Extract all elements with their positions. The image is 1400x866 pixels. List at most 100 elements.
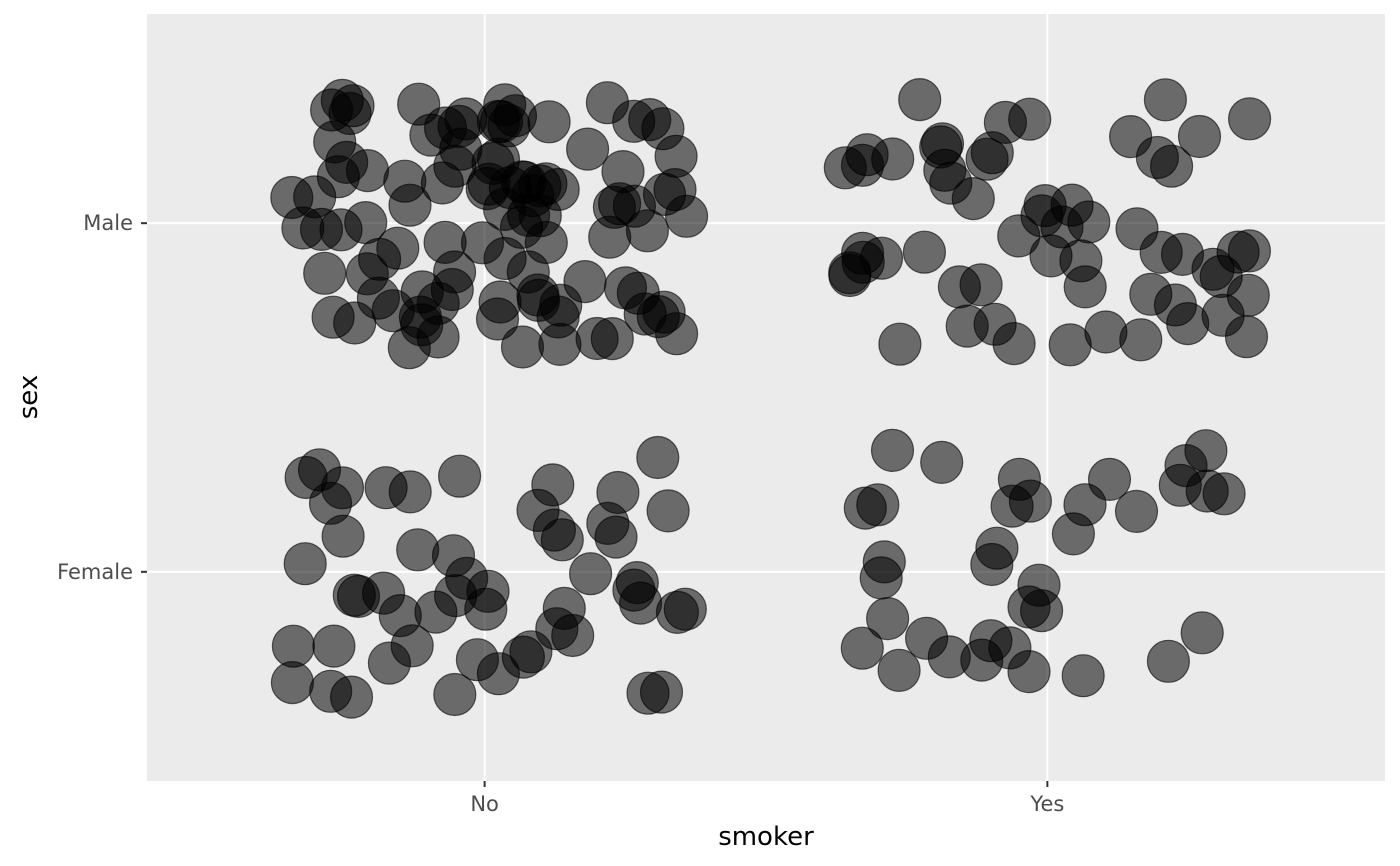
y-tick-label-male: Male bbox=[83, 211, 133, 235]
point-yes-male bbox=[902, 230, 947, 274]
point-yes-female bbox=[997, 457, 1042, 501]
point-yes-male bbox=[898, 77, 942, 122]
point-yes-male bbox=[1143, 78, 1188, 122]
point-no-male bbox=[303, 251, 347, 295]
point-no-male bbox=[493, 94, 538, 138]
point-no-female bbox=[283, 542, 327, 586]
point-yes-male bbox=[1227, 97, 1272, 141]
point-yes-female bbox=[1063, 483, 1107, 527]
point-no-male bbox=[597, 182, 642, 226]
point-yes-male bbox=[951, 177, 995, 221]
point-yes-male bbox=[1029, 234, 1073, 278]
point-no-male bbox=[345, 252, 389, 296]
point-no-female bbox=[332, 573, 376, 617]
point-yes-male bbox=[1149, 144, 1194, 188]
point-yes-male bbox=[1224, 315, 1269, 359]
point-no-male bbox=[642, 172, 687, 216]
point-yes-male bbox=[878, 322, 922, 366]
point-no-female bbox=[312, 624, 356, 668]
point-no-female bbox=[271, 624, 315, 668]
point-yes-female bbox=[904, 616, 949, 660]
point-no-male bbox=[585, 81, 630, 125]
point-no-male bbox=[478, 280, 522, 324]
point-no-male bbox=[310, 88, 354, 132]
point-no-male bbox=[371, 289, 415, 333]
point-no-male bbox=[388, 183, 432, 227]
point-yes-female bbox=[1180, 611, 1224, 655]
point-yes-male bbox=[1008, 97, 1052, 141]
point-no-male bbox=[430, 267, 474, 312]
point-yes-female bbox=[856, 483, 900, 527]
point-no-male bbox=[471, 141, 515, 185]
point-yes-female bbox=[920, 440, 964, 484]
point-no-female bbox=[438, 454, 482, 498]
point-no-male bbox=[409, 113, 453, 157]
point-no-male bbox=[376, 226, 420, 270]
point-no-male bbox=[565, 127, 610, 171]
point-no-male bbox=[590, 317, 634, 361]
point-no-male bbox=[499, 205, 544, 249]
point-yes-female bbox=[1114, 489, 1159, 533]
point-no-female bbox=[431, 534, 476, 578]
point-no-female bbox=[615, 560, 659, 605]
point-no-male bbox=[344, 201, 388, 245]
point-yes-male bbox=[1177, 114, 1222, 159]
point-no-female bbox=[309, 669, 353, 713]
point-no-male bbox=[654, 312, 699, 356]
y-tick-label-female: Female bbox=[57, 560, 133, 584]
point-yes-female bbox=[969, 619, 1013, 663]
point-no-female bbox=[396, 528, 440, 572]
point-no-male bbox=[536, 295, 580, 339]
point-yes-female bbox=[870, 428, 915, 472]
point-no-female bbox=[433, 672, 477, 717]
point-no-male bbox=[387, 326, 431, 370]
point-yes-male bbox=[1048, 323, 1092, 367]
point-no-male bbox=[563, 260, 607, 304]
point-no-male bbox=[628, 97, 672, 142]
point-yes-female bbox=[1019, 589, 1064, 633]
point-yes-female bbox=[1184, 429, 1228, 473]
point-yes-male bbox=[1108, 115, 1153, 159]
point-no-female bbox=[626, 671, 670, 715]
point-no-male bbox=[625, 209, 670, 253]
point-no-female bbox=[636, 435, 680, 480]
point-yes-male bbox=[945, 304, 989, 348]
point-no-female bbox=[540, 518, 584, 562]
point-yes-female bbox=[1202, 472, 1246, 516]
point-yes-male bbox=[1160, 232, 1205, 276]
point-yes-male bbox=[871, 137, 915, 181]
point-no-female bbox=[646, 489, 690, 533]
point-no-female bbox=[501, 635, 546, 679]
point-no-male bbox=[616, 271, 660, 315]
point-no-female bbox=[663, 587, 707, 631]
point-yes-male bbox=[937, 265, 982, 309]
point-yes-male bbox=[1227, 229, 1272, 273]
point-yes-female bbox=[1146, 639, 1191, 683]
point-yes-female bbox=[859, 556, 903, 600]
x-tick-label-yes: Yes bbox=[1029, 792, 1064, 816]
point-yes-male bbox=[1166, 302, 1210, 346]
point-yes-male bbox=[1199, 254, 1243, 299]
x-axis-title: smoker bbox=[718, 822, 814, 852]
point-yes-female bbox=[877, 648, 921, 693]
point-no-female bbox=[367, 641, 411, 685]
point-no-female bbox=[466, 569, 510, 613]
point-yes-male bbox=[841, 240, 885, 284]
data-points bbox=[270, 77, 1272, 719]
point-no-female bbox=[308, 481, 353, 525]
point-no-male bbox=[536, 167, 580, 212]
y-axis-title: sex bbox=[14, 375, 44, 419]
axes: No Yes Female Male bbox=[57, 211, 1064, 816]
point-yes-male bbox=[992, 322, 1036, 366]
point-no-female bbox=[516, 488, 560, 532]
point-yes-female bbox=[970, 542, 1014, 587]
point-yes-female bbox=[840, 626, 884, 670]
point-no-female bbox=[568, 552, 613, 596]
point-no-female bbox=[551, 613, 595, 658]
point-no-male bbox=[506, 250, 550, 294]
x-tick-label-no: No bbox=[470, 792, 499, 816]
point-no-female bbox=[270, 660, 314, 705]
point-no-male bbox=[460, 221, 505, 265]
point-yes-male bbox=[919, 125, 963, 169]
